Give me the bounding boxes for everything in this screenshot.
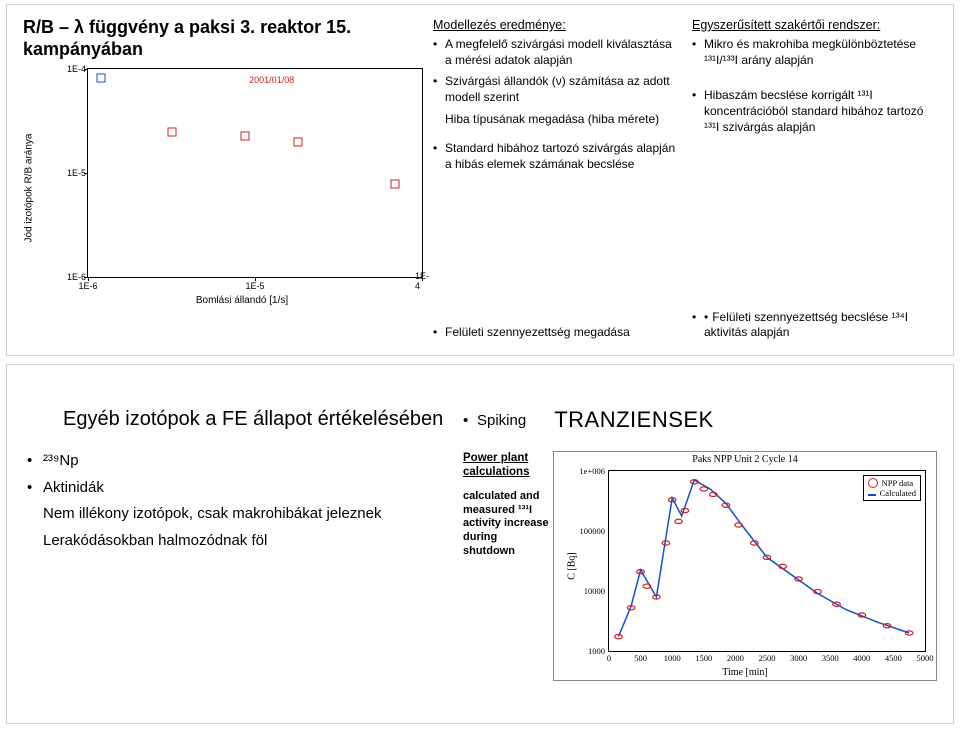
chart1-marker: [391, 179, 400, 188]
slide1-title: R/B – λ függvény a paksi 3. reaktor 15. …: [23, 17, 433, 60]
mid-sub-item: Hiba típusának megadása (hiba mérete): [433, 112, 678, 128]
slide-1: R/B – λ függvény a paksi 3. reaktor 15. …: [6, 4, 954, 356]
page: R/B – λ függvény a paksi 3. reaktor 15. …: [0, 0, 960, 746]
mid-item: Szivárgási állandók (ν) számítása az ado…: [433, 74, 678, 105]
chart1-xtick: 1E-4: [415, 271, 429, 291]
chart2-sidecap-text: calculated and measured ¹³¹I activity in…: [463, 490, 549, 559]
chart2-xtick: 4500: [885, 653, 902, 663]
slide1-title-line1: R/B – λ függvény a paksi 3. reaktor 15.: [23, 17, 351, 37]
slide2-left-item: Aktinidák: [27, 477, 463, 500]
spiking-label: Spiking: [463, 412, 526, 429]
chart2-xtick: 500: [634, 653, 647, 663]
mid-item: A megfelelő szivárgási modell kiválasztá…: [433, 37, 678, 68]
mid-list1: A megfelelő szivárgási modell kiválasztá…: [433, 37, 678, 105]
slide2-right: Spiking TRANZIENSEK Power plant calculat…: [463, 377, 937, 715]
chart2-title: Paks NPP Unit 2 Cycle 14: [692, 454, 797, 465]
chart2: Paks NPP Unit 2 Cycle 14 C [Bq] NPP data…: [553, 451, 937, 681]
chart2-ylabel: C [Bq]: [566, 552, 577, 580]
chart2-xtick: 3000: [790, 653, 807, 663]
slide1-mid-col: Modellezés eredménye: A megfelelő szivár…: [433, 17, 678, 347]
chart2-side-caption: Power plant calculations calculated and …: [463, 451, 553, 681]
right-list1: Mikro és makrohiba megkülönböztetése ¹³¹…: [692, 37, 937, 68]
slide2-left-item: Lerakódásokban halmozódnak föl: [27, 530, 463, 553]
slide2-title: Egyéb izotópok a FE állapot értékelésébe…: [63, 407, 463, 432]
right-list3: •Felületi szennyezettség becslése ¹³⁴I a…: [692, 310, 937, 347]
mid-item: Standard hibához tartozó szivárgás alapj…: [433, 141, 678, 172]
chart1-marker: [240, 131, 249, 140]
chart2-xtick: 1500: [695, 653, 712, 663]
chart2-plot: NPP dataCalculated 1e+006100000100001000…: [608, 470, 926, 652]
slide1-title-line2: kampányában: [23, 39, 143, 59]
mid-list3: Felületi szennyezettség megadása: [433, 325, 678, 347]
chart2-ytick: 10000: [584, 586, 605, 596]
right-item: Mikro és makrohiba megkülönböztetése ¹³¹…: [692, 37, 937, 68]
right-list2: Hibaszám becslése korrigált ¹³¹I koncent…: [692, 88, 937, 141]
chart1-xtick: 1E-6: [78, 281, 97, 291]
tranziensek-title: TRANZIENSEK: [554, 407, 714, 433]
chart1-marker: [97, 73, 106, 82]
right-heading: Egyszerűsített szakértői rendszer:: [692, 17, 937, 33]
chart1-plot: 2001/01/08 1E-41E-51E-61E-61E-51E-4: [87, 68, 423, 278]
chart2-ytick: 1000: [588, 646, 605, 656]
chart2-xtick: 5000: [917, 653, 934, 663]
chart1-date-label: 2001/01/08: [249, 75, 294, 85]
chart2-sidecap-title: Power plant calculations: [463, 451, 549, 480]
chart2-xtick: 0: [607, 653, 611, 663]
chart1-marker: [294, 137, 303, 146]
mid-heading: Modellezés eredménye:: [433, 17, 678, 33]
slide1-left: R/B – λ függvény a paksi 3. reaktor 15. …: [23, 17, 433, 347]
chart2-xlabel: Time [min]: [722, 667, 767, 678]
mid-list2: Standard hibához tartozó szivárgás alapj…: [433, 141, 678, 178]
chart1: Jód izotópok R/B aránya 2001/01/08 1E-41…: [51, 68, 433, 308]
chart2-xtick: 2500: [759, 653, 776, 663]
right-item3-text: Felületi szennyezettség becslése ¹³⁴I ak…: [704, 310, 908, 340]
slide1-right-col: Egyszerűsített szakértői rendszer: Mikro…: [692, 17, 937, 347]
slide-2: Egyéb izotópok a FE állapot értékelésébe…: [6, 364, 954, 724]
chart1-xlabel: Bomlási állandó [1/s]: [196, 295, 288, 306]
chart1-xtick: 1E-5: [245, 281, 264, 291]
chart1-ylabel: Jód izotópok R/B aránya: [24, 134, 35, 243]
chart2-xtick: 3500: [822, 653, 839, 663]
spiking-row: Spiking TRANZIENSEK: [463, 407, 937, 433]
chart2-xtick: 2000: [727, 653, 744, 663]
right-item: Hibaszám becslése korrigált ¹³¹I koncent…: [692, 88, 937, 135]
slide2-left: Egyéb izotópok a FE állapot értékelésébe…: [23, 377, 463, 715]
chart2-box: Power plant calculations calculated and …: [463, 451, 937, 681]
chart2-ytick: 100000: [580, 526, 606, 536]
slide2-left-item: Nem illékony izotópok, csak makrohibákat…: [27, 503, 463, 526]
slide2-left-list: ²³⁹Np Aktinidák Nem illékony izotópok, csa…: [27, 450, 463, 556]
slide2-left-item: ²³⁹Np: [27, 450, 463, 473]
slide1-right: Modellezés eredménye: A megfelelő szivár…: [433, 17, 937, 347]
chart1-marker: [167, 127, 176, 136]
chart2-ytick: 1e+006: [579, 466, 605, 476]
chart2-xtick: 4000: [853, 653, 870, 663]
mid-item: Felületi szennyezettség megadása: [433, 325, 678, 341]
chart2-svg: [609, 471, 925, 651]
right-item3: •Felületi szennyezettség becslése ¹³⁴I a…: [692, 310, 937, 341]
chart2-xtick: 1000: [664, 653, 681, 663]
